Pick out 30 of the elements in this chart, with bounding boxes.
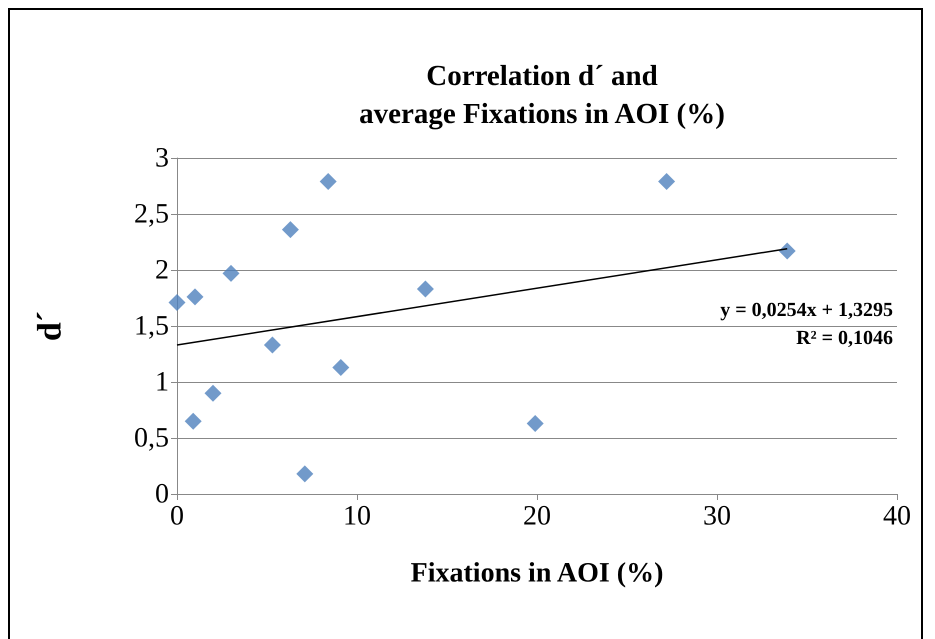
y-tick-label: 1,5 <box>134 310 169 342</box>
x-tick-label: 10 <box>343 500 371 532</box>
y-tick-label: 3 <box>155 142 169 174</box>
x-tick-label: 40 <box>883 500 911 532</box>
y-tick-label: 0,5 <box>134 422 169 454</box>
annotation: y = 0,0254x + 1,3295 <box>720 299 893 321</box>
point <box>658 173 676 190</box>
y-tick-label: 0 <box>155 478 169 510</box>
chart-title: Correlation d´ and average Fixations in AOI (%) <box>359 60 725 130</box>
y-axis-title: d´ <box>32 310 68 342</box>
point <box>320 173 337 190</box>
y-tick-label: 2,5 <box>134 198 169 230</box>
x-axis-title: Fixations in AOI (%) <box>410 558 664 588</box>
point <box>168 294 186 311</box>
point <box>332 358 350 376</box>
annotation: R² = 0,1046 <box>796 327 893 349</box>
point <box>204 384 222 402</box>
point <box>186 288 204 306</box>
point <box>282 221 299 238</box>
point <box>222 264 240 282</box>
point <box>778 242 796 260</box>
x-tick-label: 20 <box>523 500 551 532</box>
y-tick-label: 1 <box>155 366 169 398</box>
point <box>264 336 281 354</box>
point <box>416 280 434 298</box>
y-tick-label: 2 <box>155 254 169 286</box>
x-tick-label: 30 <box>703 500 731 532</box>
point <box>184 412 202 430</box>
point <box>526 414 544 432</box>
point <box>296 465 314 482</box>
